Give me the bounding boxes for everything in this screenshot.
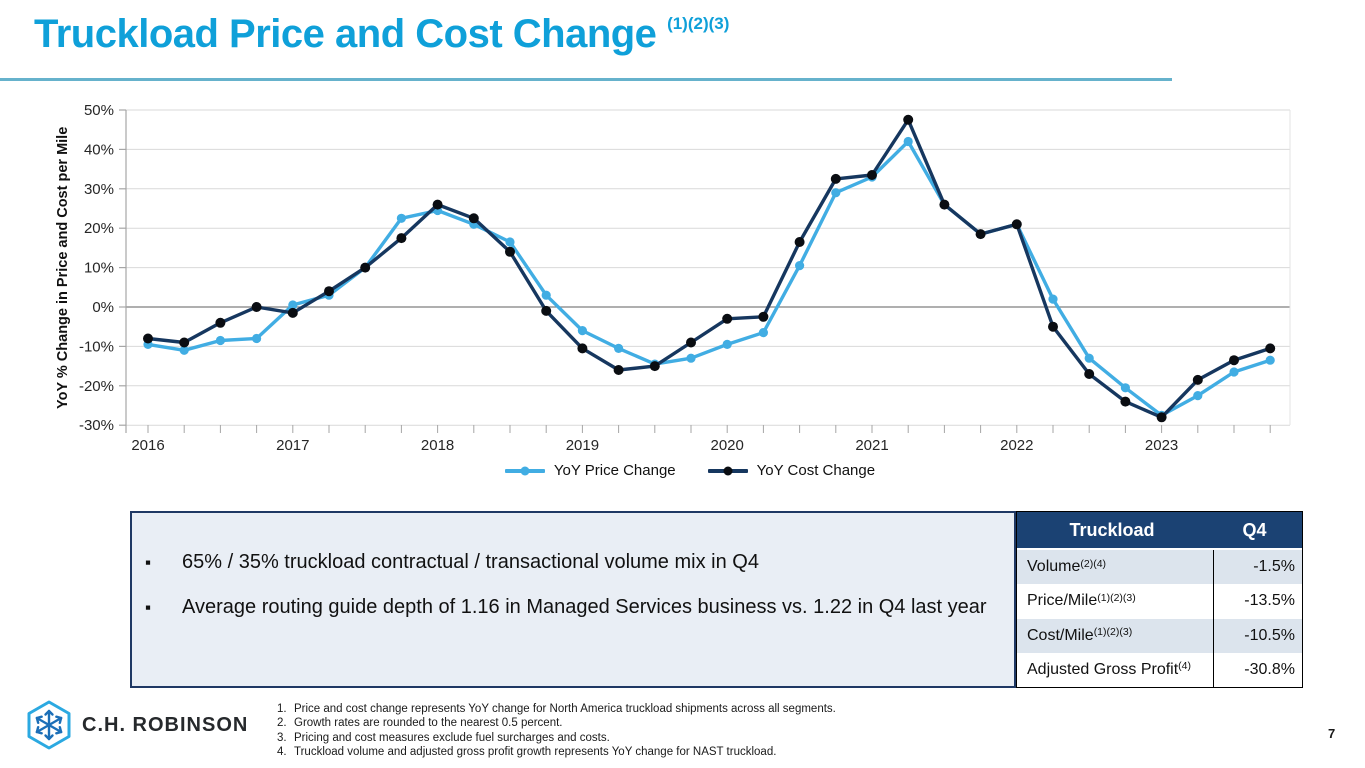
svg-text:30%: 30% [84, 181, 114, 198]
cost-marker-dot [723, 466, 733, 475]
footnote-1: 1. Price and cost change represents YoY c… [277, 703, 836, 715]
highlight-bullet: Average routing guide depth of 1.16 in M… [145, 592, 1014, 623]
price-marker-dot [520, 466, 530, 475]
svg-text:20%: 20% [84, 220, 114, 237]
svg-text:2016: 2016 [131, 437, 164, 454]
page-title-footnote-refs: (1)(2)(3) [667, 14, 730, 33]
legend-label-price: YoY Price Change [553, 462, 676, 479]
title-underline [0, 78, 1172, 81]
svg-text:10%: 10% [84, 260, 114, 277]
row-label-adjusted-gross-profit: Adjusted Gross Profit (4) [1027, 660, 1192, 678]
table-row: Volume (2)(4) -1.5% [1017, 550, 1302, 585]
table-row: Cost/Mile (1)(2)(3) -10.5% [1017, 618, 1302, 653]
highlights-callout-box: 65% / 35% truckload contractual / transa… [130, 511, 1016, 688]
footnote-3: 3. Pricing and cost measures exclude fuel… [277, 731, 610, 744]
row-label-volume: Volume (2)(4) [1027, 557, 1107, 576]
line-chart-canvas: 50% 40% 30% 20% 10% 0% -10% -20% -30% 2016 2017 201… [79, 102, 1291, 454]
table-header-row: Truckload Q4 [1017, 512, 1302, 550]
row-label-price-mile: Price/Mile (1)(2)(3) [1027, 591, 1136, 610]
page-title-text: Truckload Price and Cost Change [34, 12, 657, 56]
svg-text:40%: 40% [84, 141, 114, 158]
table-header-truckload: Truckload [1069, 519, 1155, 540]
svg-text:2018: 2018 [421, 437, 454, 454]
svg-text:-10%: -10% [79, 338, 114, 355]
truckload-q4-table: Truckload Q4 Volume (2)(4) -1.5% Price/Mi… [1016, 511, 1303, 688]
chr-logo-text: C.H. ROBINSON [82, 713, 249, 736]
svg-text:50%: 50% [84, 102, 114, 119]
svg-text:2017: 2017 [276, 437, 309, 454]
row-value-adjusted-gross-profit: -30.8% [1213, 652, 1302, 687]
footnote-2: 2. Growth rates are rounded to the neares… [277, 717, 563, 730]
svg-text:-30%: -30% [79, 417, 114, 434]
footnotes: 1. Price and cost change represents YoY c… [277, 702, 836, 760]
row-label-cost-mile: Cost/Mile (1)(2)(3) [1027, 626, 1133, 644]
y-axis-title: YoY % Change in Price and Cost per Mile [55, 126, 71, 409]
svg-text:0%: 0% [92, 299, 114, 316]
row-value-cost-mile: -10.5% [1213, 618, 1302, 653]
svg-text:2022: 2022 [1000, 437, 1033, 454]
footnote-4: 4. Truckload volume and adjusted gross pr… [277, 746, 777, 759]
legend-label-cost: YoY Cost Change [756, 462, 876, 479]
chart-legend: YoY Price Change YoY Cost Change [30, 462, 1350, 479]
svg-text:2021: 2021 [855, 437, 888, 454]
price-line-swatch [504, 466, 545, 475]
svg-text:2020: 2020 [711, 437, 744, 454]
table-row: Price/Mile (1)(2)(3) -13.5% [1017, 584, 1302, 619]
cost-line-swatch [707, 466, 748, 475]
svg-text:2023: 2023 [1145, 437, 1178, 454]
page-title: Truckload Price and Cost Change (1)(2)(3… [34, 12, 729, 57]
svg-text:2019: 2019 [566, 437, 599, 454]
table-row: Adjusted Gross Profit (4) -30.8% [1017, 652, 1302, 687]
chr-logo: C.H. ROBINSON [26, 700, 248, 750]
highlights-list: 65% / 35% truckload contractual / transa… [132, 547, 1014, 623]
truckload-price-cost-chart: 50% 40% 30% 20% 10% 0% -10% -20% -30% 2016 2017 201… [40, 95, 1320, 460]
svg-text:-20%: -20% [79, 378, 114, 395]
row-value-price-mile: -13.5% [1213, 584, 1302, 619]
chr-hexagon-icon [27, 700, 71, 750]
page-number: 7 [1328, 726, 1336, 741]
legend-item-cost: YoY Cost Change [707, 462, 876, 479]
table-header-q4: Q4 [1242, 519, 1267, 540]
legend-item-price: YoY Price Change [504, 462, 676, 479]
row-value-volume: -1.5% [1213, 550, 1302, 585]
highlight-bullet: 65% / 35% truckload contractual / transa… [145, 547, 1014, 578]
